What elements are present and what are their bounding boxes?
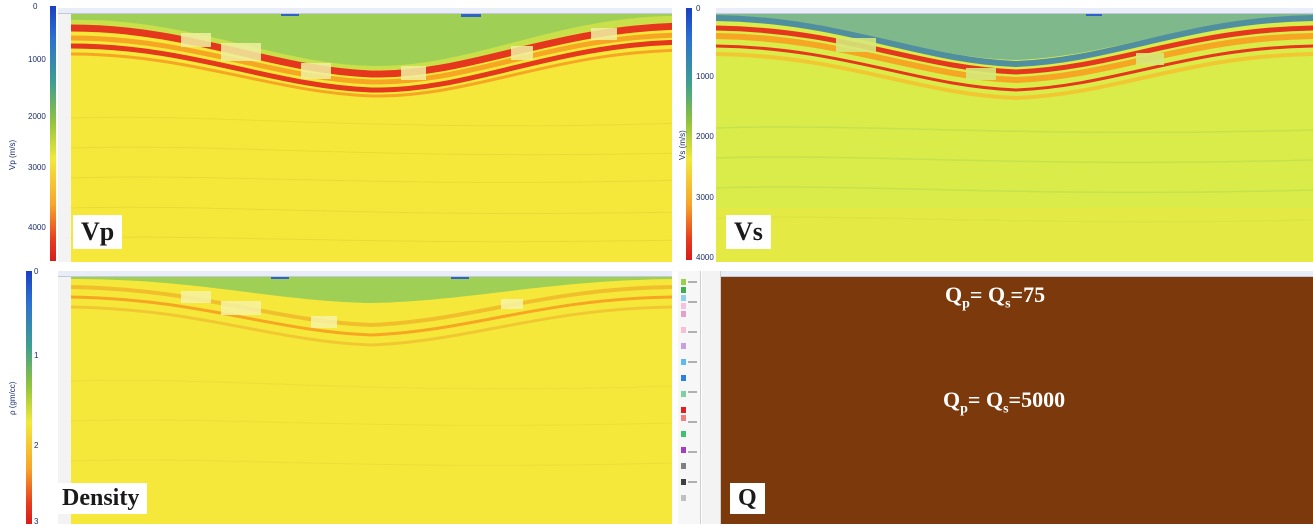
vp-panel: 0 1000 2000 3000 4000 Vp (m/s) xyxy=(0,0,676,265)
vp-tick-3000: 3000 xyxy=(28,163,46,172)
vs-section-svg xyxy=(716,8,1313,262)
vp-tick-4000: 4000 xyxy=(28,223,46,232)
q-label: Q xyxy=(730,483,765,514)
density-tick-2: 2 xyxy=(34,441,39,450)
vp-section-image xyxy=(58,8,672,262)
density-tick-0: 0 xyxy=(34,267,39,276)
vs-tick-4000: 4000 xyxy=(696,253,714,262)
density-panel: 0 1 2 3 ρ (gm/cc) Density xyxy=(0,265,676,527)
vs-tick-3000: 3000 xyxy=(696,193,714,202)
vp-tick-1000: 1000 xyxy=(28,55,46,64)
vp-section-svg xyxy=(71,8,672,262)
vs-tick-1000: 1000 xyxy=(696,72,714,81)
vs-section-image xyxy=(716,8,1313,262)
density-section-svg xyxy=(71,271,672,524)
q-lower-annotation: Qp= Qs=5000 xyxy=(943,387,1066,417)
density-section-image xyxy=(58,271,672,524)
vp-label: Vp xyxy=(73,215,123,249)
q-field xyxy=(721,271,1313,524)
vs-colorbar-title: Vs (m/s) xyxy=(678,130,687,160)
density-tick-3: 3 xyxy=(34,517,39,526)
vp-tick-2000: 2000 xyxy=(28,112,46,121)
vp-colorbar xyxy=(50,6,56,261)
vs-colorbar xyxy=(686,8,692,260)
q-section-image xyxy=(721,271,1313,524)
q-legend-swatches xyxy=(681,279,697,501)
density-colorbar xyxy=(26,271,32,524)
vp-tick-0: 0 xyxy=(33,2,38,11)
vs-label: Vs xyxy=(726,215,771,249)
q-color-legend xyxy=(678,271,701,524)
density-tick-1: 1 xyxy=(34,351,39,360)
vs-panel: 0 1000 2000 3000 4000 Vs (m/s) Vs xyxy=(678,0,1313,265)
q-upper-annotation: Qp= Qs=75 xyxy=(945,282,1046,312)
vs-tick-0: 0 xyxy=(696,4,701,13)
q-panel: Qp= Qs=75 Qp= Qs=5000 Q xyxy=(678,265,1313,527)
vs-tick-2000: 2000 xyxy=(696,132,714,141)
vp-colorbar-title: Vp (m/s) xyxy=(8,139,17,170)
density-colorbar-title: ρ (gm/cc) xyxy=(8,381,17,415)
density-label: Density xyxy=(54,483,148,514)
